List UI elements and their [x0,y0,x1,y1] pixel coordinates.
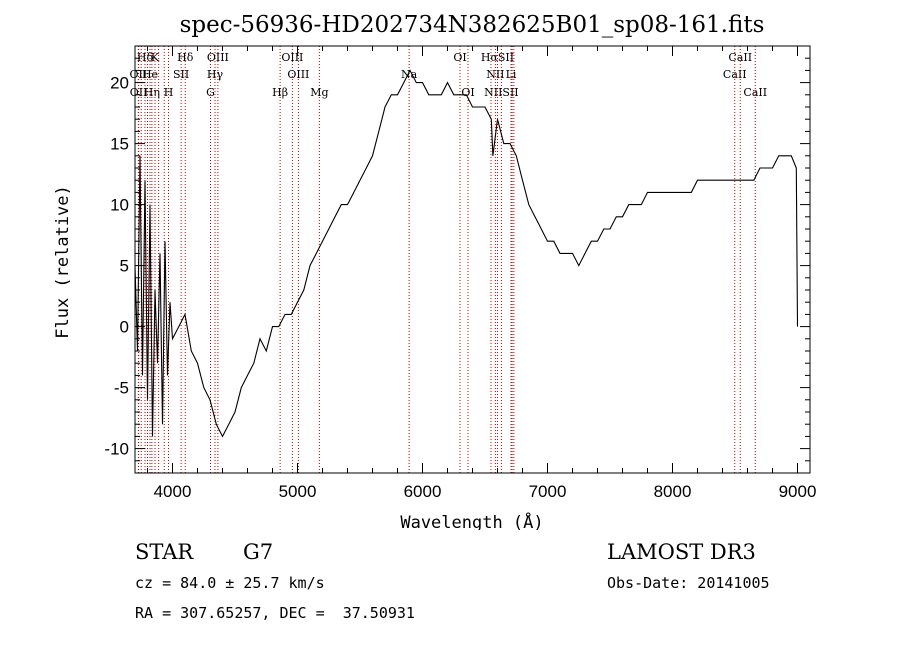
spectral-line-label: K [151,51,160,64]
redshift-cz: cz = 84.0 ± 25.7 km/s [135,574,325,592]
spectral-line-label: OI [461,86,474,99]
spectral-line-label: OII [130,86,148,99]
y-tick-label: -10 [104,440,129,459]
spectral-line-label: NIISII [484,86,519,99]
spectral-line-label: CaII [743,86,767,99]
observation-date: Obs-Date: 20141005 [607,574,770,592]
axes [134,45,811,474]
spectral-line-label: Na [401,68,418,81]
chart-title: spec-56936-HD202734N382625B01_sp08-161.f… [180,12,765,38]
coordinates: RA = 307.65257, DEC = 37.50931 [135,604,415,622]
spectral-line-label: Hγ [207,68,224,81]
x-tick-label: 8000 [654,482,692,501]
x-axis-label: Wavelength (Å) [400,511,543,530]
object-subclass: G7 [243,540,274,564]
spectral-line-label: Mg [310,86,328,99]
spectral-line-label: OIII [207,51,229,64]
flux-line [134,69,799,438]
spectral-line-label: Hβ [272,86,288,99]
x-tick-label: 5000 [279,482,317,501]
y-tick-label: 15 [110,135,129,154]
spectral-line-label: NII [486,68,504,81]
spectral-line-label: Li [506,68,517,81]
spectrum-chart: spec-56936-HD202734N382625B01_sp08-161.f… [53,12,816,530]
x-tick-label: 9000 [779,482,817,501]
spectral-line-label: CaII [723,68,747,81]
spectral-line-label: Hδ [177,51,194,64]
spectral-line-label: OI [453,51,466,64]
y-tick-label: 20 [110,74,129,93]
survey-name: LAMOST DR3 [607,540,756,564]
y-tick-label: -5 [114,379,129,398]
spectral-line-markers [137,46,756,473]
y-tick-label: 10 [110,196,129,215]
y-tick-label: 0 [120,318,129,337]
spectral-line-label: HαSII [481,51,514,64]
object-class: STAR [135,540,194,564]
spectral-line-label: SII [173,68,189,81]
spectral-line-label: OIII [281,51,303,64]
spectral-line-label: CaII [728,51,752,64]
spectral-line-label: OII [130,68,148,81]
tick-labels: 4000 5000 6000 7000 8000 9000 -10 -5 0 5 10 15 20 [104,74,816,501]
spectral-line-label: G [206,86,215,99]
spectral-line-label: OIII [287,68,309,81]
x-tick-label: 6000 [404,482,442,501]
spectral-line-label: Hη [144,86,160,99]
spectral-line-label: Hδ [137,51,154,64]
spectral-line-label: He [142,68,158,81]
x-tick-label: 7000 [529,482,567,501]
flux-series [134,69,799,438]
spectral-line-label: H [164,86,174,99]
y-tick-label: 5 [120,257,129,276]
y-axis-label: Flux (relative) [53,185,73,339]
x-tick-label: 4000 [154,482,192,501]
